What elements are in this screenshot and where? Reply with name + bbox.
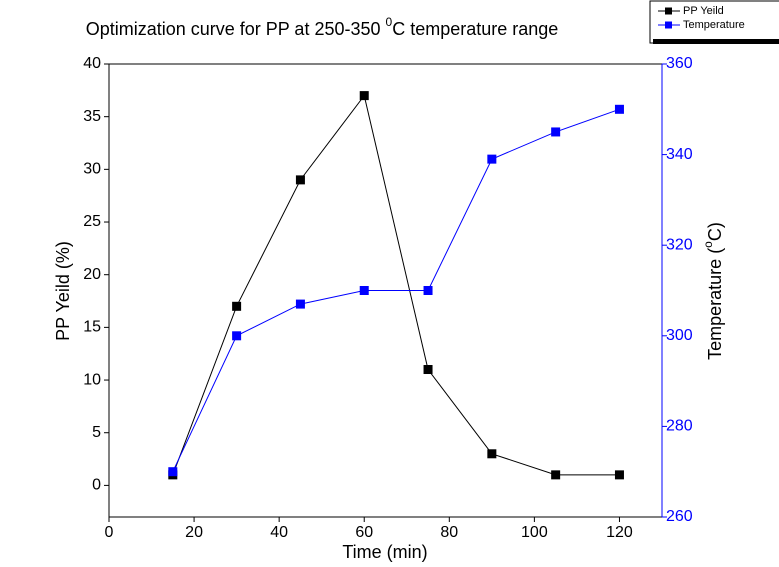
legend-shadow <box>653 39 779 44</box>
y2-label-sup: o <box>701 241 715 248</box>
point <box>423 286 433 295</box>
series-line <box>172 108 620 472</box>
point <box>614 104 624 114</box>
point <box>423 365 433 375</box>
series-line <box>172 94 620 476</box>
y-tick-label: 0 <box>92 477 101 494</box>
point <box>551 470 561 480</box>
point <box>232 331 242 341</box>
y-tick-label: 40 <box>83 55 101 72</box>
point <box>359 91 369 101</box>
point <box>614 470 624 480</box>
y-tick-label: 20 <box>83 266 101 283</box>
y2-axis-label: Temperature (oC) <box>701 222 725 360</box>
y2-tick-label: 320 <box>666 236 693 253</box>
legend-label: PP Yeild <box>683 5 724 17</box>
y-tick-label: 15 <box>83 319 101 336</box>
point <box>551 127 561 137</box>
y2-tick-label: 260 <box>666 508 693 525</box>
y-tick-label: 5 <box>92 424 101 441</box>
y-tick-label: 25 <box>83 213 101 230</box>
y2-tick-label: 300 <box>666 327 693 344</box>
x-tick-label: 0 <box>105 524 114 541</box>
x-tick-label: 40 <box>270 524 288 541</box>
y2-label-part: Temperature ( <box>705 248 725 360</box>
x-axis-label: Time (min) <box>342 542 427 562</box>
y-tick-label: 30 <box>83 161 101 178</box>
title-part: Optimization curve for PP at 250-350 <box>86 19 386 39</box>
point <box>487 154 497 164</box>
point <box>295 299 305 309</box>
x-tick-label: 120 <box>606 524 633 541</box>
y2-tick-label: 280 <box>666 418 693 435</box>
x-tick-label: 20 <box>185 524 203 541</box>
y-axis-label: PP Yeild (%) <box>53 241 73 341</box>
title-part: C temperature range <box>392 19 558 39</box>
legend-marker <box>665 21 672 29</box>
point <box>232 301 242 311</box>
legend-marker <box>665 7 672 15</box>
x-tick-label: 80 <box>440 524 458 541</box>
y-tick-label: 35 <box>83 108 101 125</box>
point <box>295 175 305 185</box>
y2-tick-label: 340 <box>666 146 693 163</box>
point <box>487 449 497 459</box>
x-tick-label: 60 <box>355 524 373 541</box>
chart-title: Optimization curve for PP at 250-350 0C … <box>86 15 559 39</box>
legend-label: Temperature <box>683 19 745 31</box>
point <box>359 286 369 295</box>
x-tick-label: 100 <box>521 524 548 541</box>
y2-label-part: C) <box>705 222 725 241</box>
y2-tick-label: 360 <box>666 55 693 72</box>
point <box>168 467 178 477</box>
title-sup: 0 <box>386 15 393 29</box>
y-tick-label: 10 <box>83 371 101 388</box>
